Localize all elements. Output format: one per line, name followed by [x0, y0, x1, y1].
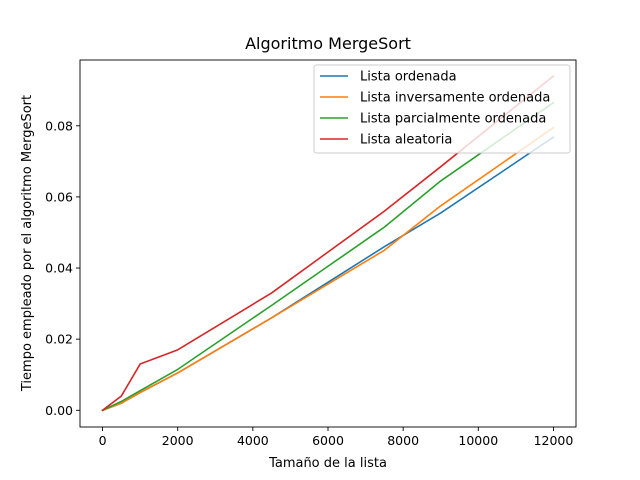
x-tick-label: 2000 — [162, 433, 194, 448]
x-tick-label: 6000 — [312, 433, 344, 448]
series-layer — [101, 74, 555, 412]
legend-label-1: Lista ordenada — [360, 70, 457, 85]
x-tick-label: 10000 — [458, 433, 498, 448]
y-tick-label: 0.04 — [45, 261, 73, 276]
y-tick-label: 0.00 — [45, 403, 73, 418]
x-tick-label: 0 — [99, 433, 107, 448]
series-line-3 — [101, 101, 555, 412]
x-tick-label: 4000 — [237, 433, 269, 448]
series-line-2 — [101, 126, 555, 412]
legend-box — [313, 64, 571, 154]
y-tick-label: 0.06 — [45, 189, 73, 204]
series-line-4 — [101, 74, 555, 412]
x-axis-label: Tamaño de la lista — [268, 456, 387, 471]
y-axis-label: Tiempo empleado por el algoritmo MergeSo… — [20, 95, 35, 392]
legend-label-4: Lista aleatoria — [360, 133, 452, 148]
legend-label-3: Lista parcialmente ordenada — [360, 112, 546, 127]
axes-layer: 0 2000 4000 6000 8000 10000 12000 0.00 0.02 0.04 0… — [45, 59, 577, 448]
legend-label-2: Lista inversamente ordenada — [360, 91, 550, 106]
x-tick-label: 12000 — [534, 433, 574, 448]
y-tick-label: 0.02 — [45, 332, 73, 347]
chart-title: Algoritmo MergeSort — [245, 34, 411, 53]
y-tick-label: 0.08 — [45, 118, 73, 133]
legend: Lista ordenada Lista inversamente ordenad… — [313, 64, 571, 154]
x-tick-label: 8000 — [387, 433, 419, 448]
